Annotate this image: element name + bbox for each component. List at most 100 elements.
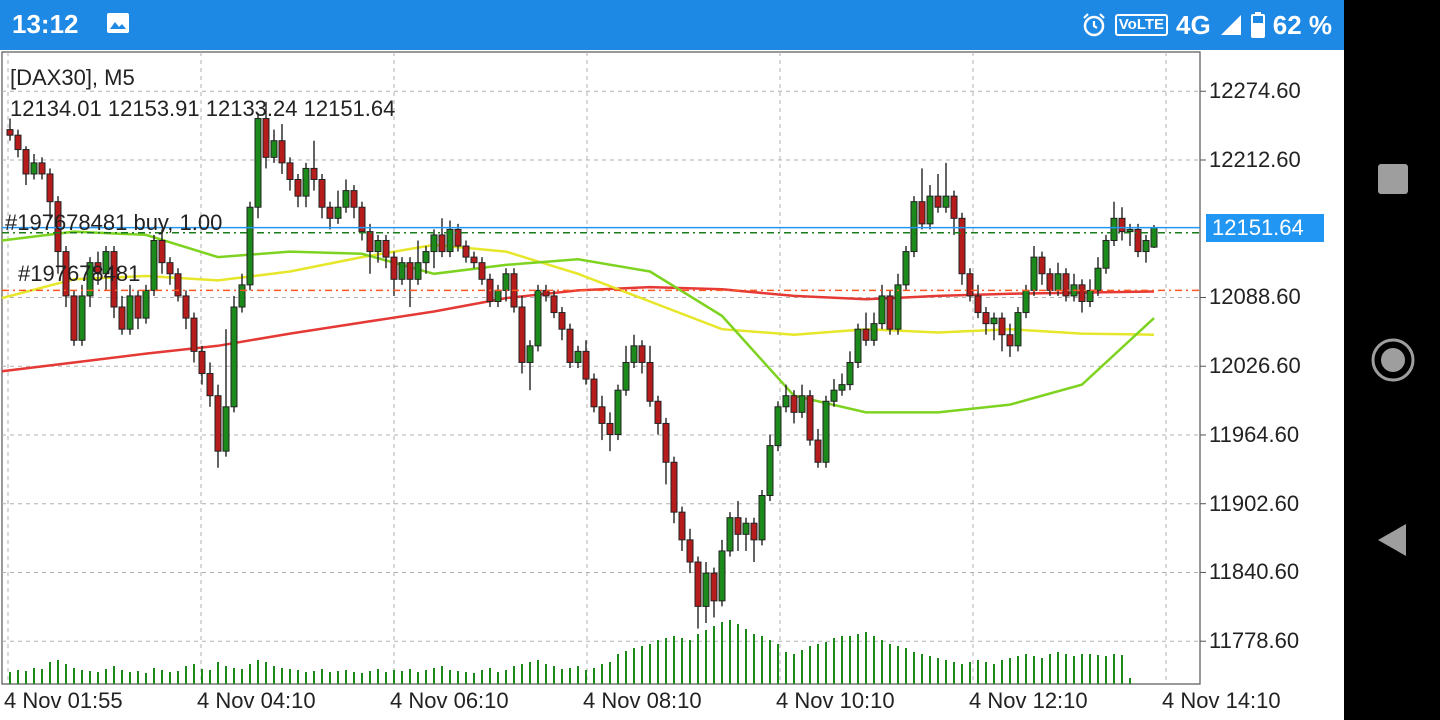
candle-body: [446, 228, 454, 253]
candle-body: [398, 262, 406, 280]
candle-body: [830, 389, 838, 402]
candle-body: [558, 312, 566, 330]
status-indicators: VoLTE 4G 62 %: [1081, 8, 1332, 42]
candle-body: [462, 245, 470, 258]
candle-body: [54, 201, 62, 253]
candle-body: [822, 400, 830, 463]
status-bar: 13:12 VoLTE 4G 62 %: [0, 0, 1344, 50]
candle-body: [566, 328, 574, 363]
candle-body: [1150, 227, 1158, 248]
candle-body: [574, 350, 582, 363]
candle-body: [222, 406, 230, 452]
candle-body: [718, 550, 726, 602]
y-tick-label: 11964.60: [1209, 421, 1300, 447]
candle-body: [710, 572, 718, 602]
chart-canvas[interactable]: [0, 50, 1344, 720]
candle-body: [118, 306, 126, 330]
candle-body: [982, 312, 990, 325]
candle-body: [502, 273, 510, 291]
candle-body: [390, 256, 398, 280]
candle-body: [1038, 256, 1046, 275]
candle-body: [414, 262, 422, 280]
candle-body: [406, 262, 414, 280]
candle-body: [286, 162, 294, 181]
candle-body: [326, 206, 334, 219]
circle-icon[interactable]: [1370, 337, 1416, 383]
x-tick-label: 4 Nov 06:10: [390, 688, 509, 713]
candle-body: [1062, 273, 1070, 297]
candle-body: [198, 350, 206, 375]
candle-body: [654, 400, 662, 424]
candle-body: [454, 228, 462, 247]
candle-body: [662, 422, 670, 463]
y-tick-label: 12212.60: [1209, 146, 1301, 172]
candle-body: [742, 522, 750, 535]
plot-frame: [1, 51, 1201, 685]
candle-body: [22, 149, 30, 175]
candle-body: [758, 495, 766, 541]
candle-body: [1086, 289, 1094, 302]
x-tick-label: 4 Nov 12:10: [969, 688, 1088, 713]
candle-body: [166, 262, 174, 275]
stop-order-label[interactable]: #197678481: [18, 261, 141, 286]
current-price-tag: 12151.64: [1206, 213, 1324, 242]
candle-body: [838, 384, 846, 391]
candle-body: [766, 445, 774, 497]
candle-body: [542, 289, 550, 297]
candle-body: [1102, 239, 1110, 269]
triangle-back-icon[interactable]: [1376, 522, 1408, 558]
candle-body: [966, 273, 974, 297]
y-tick-label: 11840.60: [1209, 559, 1300, 585]
price-chart[interactable]: [DAX30], M5 12134.01 12153.91 12133.24 1…: [0, 50, 1344, 720]
candle-body: [238, 284, 246, 308]
candle-body: [1126, 228, 1134, 233]
x-tick-label: 4 Nov 04:10: [197, 688, 316, 713]
candle-body: [526, 345, 534, 363]
candle-body: [694, 561, 702, 607]
alarm-icon: [1082, 13, 1105, 37]
candle-body: [46, 173, 54, 203]
candle-body: [894, 284, 902, 330]
network-type: 4G: [1176, 9, 1211, 40]
candle-body: [110, 251, 118, 308]
y-tick-label: 11778.60: [1209, 628, 1300, 654]
moving-average-line: [1, 243, 1155, 336]
candle-body: [70, 295, 78, 341]
candle-body: [1046, 273, 1054, 291]
candle-body: [950, 195, 958, 219]
candle-body: [630, 345, 638, 363]
candle-body: [1030, 256, 1038, 291]
candle-body: [150, 239, 158, 291]
candle-body: [806, 395, 814, 441]
candle-body: [606, 422, 614, 436]
candle-body: [382, 239, 390, 258]
candle-body: [590, 378, 598, 408]
candle-body: [782, 395, 790, 408]
navigation-bar: [1344, 0, 1440, 720]
candle-body: [686, 539, 694, 563]
candle-body: [926, 195, 934, 225]
candle-body: [294, 179, 302, 197]
candle-body: [726, 517, 734, 552]
symbol-label: [DAX30], M5: [10, 65, 135, 90]
candle-body: [422, 251, 430, 264]
candle-body: [134, 295, 142, 319]
candle-body: [78, 295, 86, 341]
candle-body: [230, 306, 238, 408]
candle-body: [974, 295, 982, 314]
candle-body: [310, 167, 318, 181]
candle-body: [94, 262, 102, 275]
candle-body: [182, 295, 190, 319]
candle-body: [158, 239, 166, 264]
candle-body: [14, 134, 22, 151]
candle-body: [998, 317, 1006, 336]
volte-badge: VoLTE: [1114, 14, 1169, 36]
candle-body: [598, 406, 606, 424]
candle-body: [862, 328, 870, 341]
candle-body: [582, 350, 590, 380]
order-label[interactable]: #197678481 buy, 1.00: [5, 210, 223, 235]
y-tick-label: 12088.60: [1209, 284, 1301, 310]
candle-body: [262, 118, 270, 158]
ohlc-label: 12134.01 12153.91 12133.24 12151.64: [10, 96, 396, 121]
square-icon[interactable]: [1378, 164, 1408, 194]
